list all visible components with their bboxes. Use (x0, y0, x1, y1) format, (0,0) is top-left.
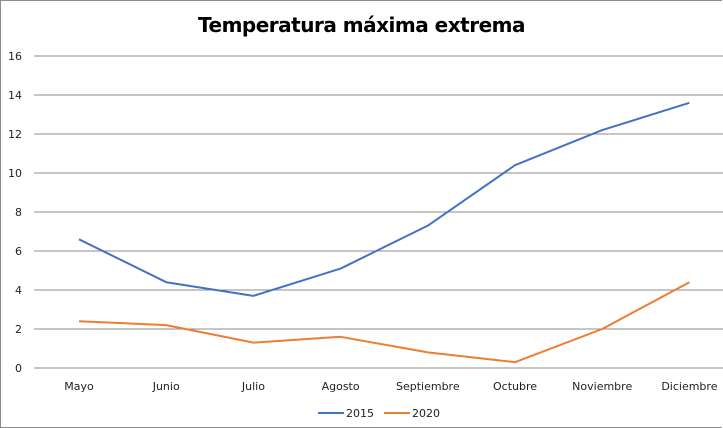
y-tick-label: 0 (15, 362, 22, 375)
x-tick-label: Junio (152, 380, 180, 393)
x-tick-label: Octubre (493, 380, 537, 393)
y-tick-label: 14 (8, 89, 22, 102)
series-lines (78, 101, 690, 364)
x-tick-label: Julio (241, 380, 265, 393)
y-tick-label: 8 (15, 206, 22, 219)
y-tick-label: 10 (8, 167, 22, 180)
x-axis-ticks: Mayo Junio Julio Agosto Septiembre Octubre Nov… (64, 380, 717, 393)
chart-title: Temperatura máxima extrema (198, 13, 525, 37)
x-tick-label: Septiembre (396, 380, 460, 393)
y-tick-label: 16 (8, 50, 22, 63)
x-tick-label: Mayo (64, 380, 94, 393)
legend: 2015 2020 (318, 407, 440, 420)
y-tick-label: 6 (15, 245, 22, 258)
x-tick-label: Agosto (322, 380, 360, 393)
legend-label-2015: 2015 (346, 407, 374, 420)
y-tick-label: 2 (15, 323, 22, 336)
x-tick-label: Diciembre (661, 380, 717, 393)
series-line-2015 (78, 101, 690, 297)
gridlines (34, 55, 723, 369)
legend-label-2020: 2020 (412, 407, 440, 420)
y-tick-label: 12 (8, 128, 22, 141)
x-tick-label: Noviembre (572, 380, 632, 393)
y-tick-label: 4 (15, 284, 22, 297)
y-axis-ticks: 0 2 4 6 8 10 12 14 16 (8, 50, 22, 375)
series-line-2020 (78, 281, 690, 364)
